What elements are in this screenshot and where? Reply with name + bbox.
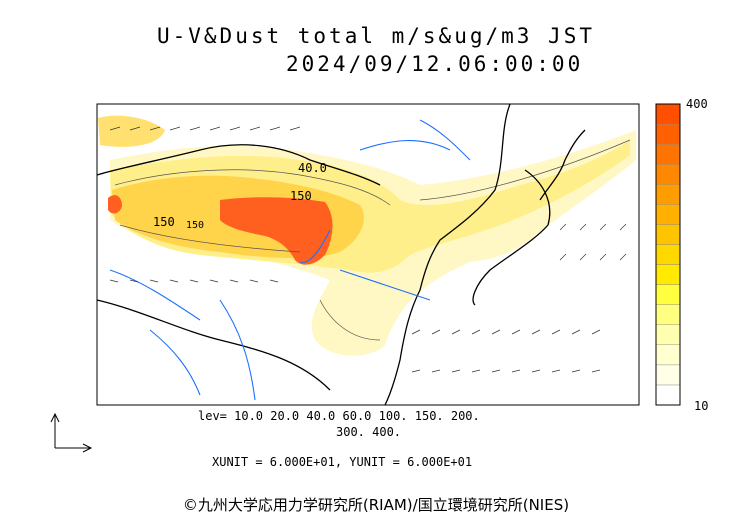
copyright: ©九州大学応用力学研究所(RIAM)/国立環境研究所(NIES) — [182, 496, 570, 514]
colorbar-swatch — [655, 264, 681, 285]
reference-vector-icon — [50, 412, 93, 453]
contour-label-2: 150 — [290, 189, 312, 203]
colorbar-swatch — [655, 344, 681, 366]
colorbar-max-label: 400 — [686, 97, 708, 111]
colorbar-swatch — [655, 284, 681, 305]
rivers — [109, 119, 471, 401]
colorbar-swatch — [655, 364, 681, 386]
contour-label-3: 150 — [153, 215, 175, 229]
contour-label-4: 150 — [186, 220, 204, 231]
levels-line-2: 300. 400. — [336, 425, 402, 439]
dust-region-west — [108, 195, 122, 214]
coastlines — [96, 103, 586, 406]
colorbar-swatch — [655, 304, 681, 325]
wind-vectors — [109, 126, 627, 373]
colorbar-swatch — [655, 384, 681, 406]
colorbar-min-label: 10 — [694, 399, 709, 413]
contour-lines — [114, 139, 631, 341]
colorbar-swatch — [655, 244, 681, 265]
colorbar-swatch — [655, 324, 681, 346]
contour-label-1: 40.0 — [298, 161, 327, 175]
colorbar-swatch — [655, 224, 681, 245]
colorbar-swatch — [655, 204, 681, 225]
map-timestamp: 2024/09/12.06:00:00 — [286, 52, 584, 76]
map-title: U-V&Dust total m/s&ug/m3 JST — [156, 24, 595, 48]
colorbar-swatch — [655, 163, 681, 185]
colorbar-swatch — [655, 103, 681, 125]
colorbar-frame — [655, 103, 681, 406]
colorbar-swatch — [655, 143, 681, 165]
dust-region-core — [220, 197, 333, 265]
colorbar-swatch — [655, 123, 681, 145]
levels-line-1: lev= 10.0 20.0 40.0 60.0 100. 150. 200. — [198, 409, 480, 423]
colorbar-swatch — [655, 184, 681, 205]
dust-region-nw — [98, 115, 165, 147]
colorbar — [655, 103, 681, 406]
unit-line: XUNIT = 6.000E+01, YUNIT = 6.000E+01 — [212, 455, 473, 469]
